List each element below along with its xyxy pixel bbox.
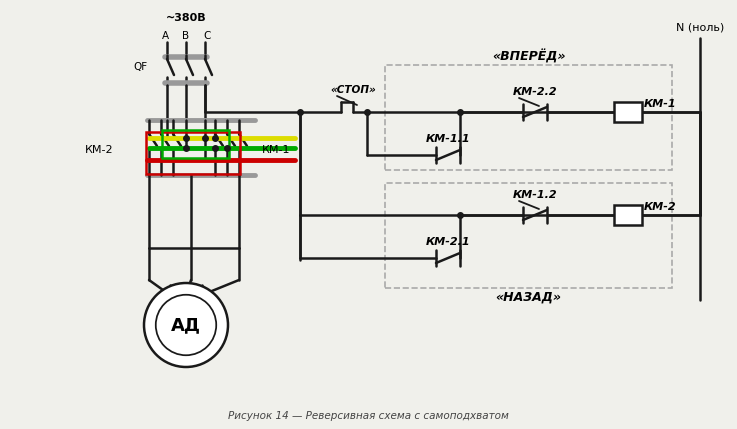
Text: КМ-2.1: КМ-2.1 xyxy=(426,237,470,247)
Text: ~380В: ~380В xyxy=(166,13,206,23)
Text: N (ноль): N (ноль) xyxy=(676,23,724,33)
Text: C: C xyxy=(203,31,211,41)
Text: Рисунок 14 — Реверсивная схема с самоподхватом: Рисунок 14 — Реверсивная схема с самопод… xyxy=(228,411,509,421)
Bar xyxy=(146,132,240,174)
Text: «СТОП»: «СТОП» xyxy=(330,85,376,95)
Text: QF: QF xyxy=(134,62,148,72)
Text: КМ-1.2: КМ-1.2 xyxy=(513,190,557,200)
Text: КМ-1: КМ-1 xyxy=(643,99,677,109)
Text: АД: АД xyxy=(171,316,201,334)
Bar xyxy=(385,65,672,170)
Bar xyxy=(385,183,672,288)
Text: «ВПЕРЁД»: «ВПЕРЁД» xyxy=(492,50,565,64)
Text: A: A xyxy=(161,31,169,41)
Text: КМ-1: КМ-1 xyxy=(262,145,290,155)
Text: B: B xyxy=(183,31,189,41)
Text: «НАЗАД»: «НАЗАД» xyxy=(495,290,562,303)
Text: КМ-1.1: КМ-1.1 xyxy=(426,134,470,144)
Text: КМ-2: КМ-2 xyxy=(643,202,677,212)
Circle shape xyxy=(144,283,228,367)
Bar xyxy=(614,205,642,225)
Circle shape xyxy=(156,295,216,355)
Bar xyxy=(162,130,229,158)
Bar xyxy=(614,102,642,122)
Text: КМ-2: КМ-2 xyxy=(85,145,113,155)
Text: КМ-2.2: КМ-2.2 xyxy=(513,87,557,97)
